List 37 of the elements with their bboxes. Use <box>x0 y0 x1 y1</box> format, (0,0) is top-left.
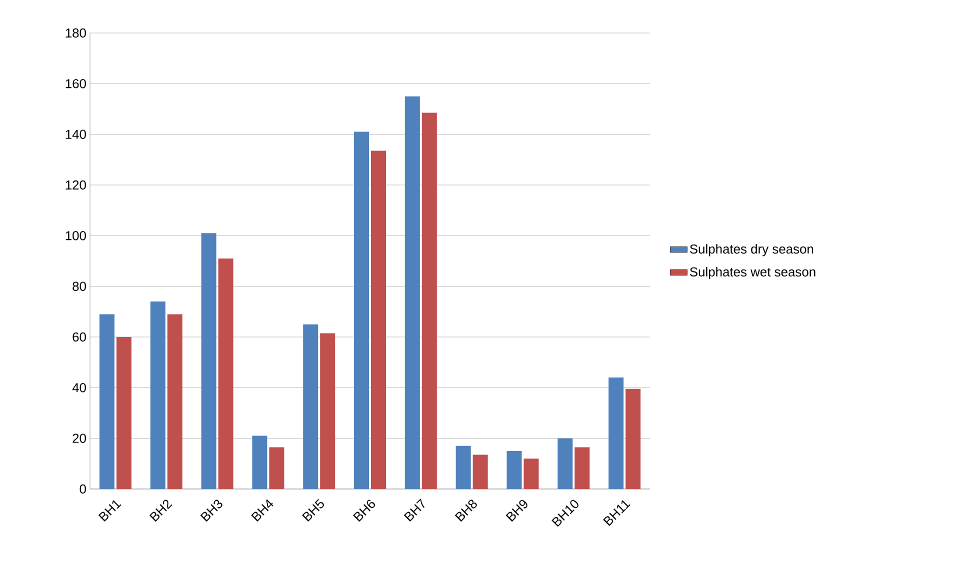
bar <box>608 378 624 489</box>
y-tick-label: 100 <box>66 231 86 240</box>
bar <box>303 324 318 489</box>
bar <box>354 132 370 489</box>
bar <box>116 336 132 489</box>
y-tick-label: 20 <box>72 434 86 443</box>
y-tick-label: 0 <box>80 484 86 494</box>
bar <box>167 314 182 489</box>
bar <box>269 447 284 489</box>
x-tick-label: BH1 <box>98 500 122 522</box>
legend-label: Sulphates dry season <box>690 244 814 256</box>
bar <box>558 438 573 489</box>
bar <box>626 388 641 489</box>
bar <box>201 233 216 489</box>
y-tick-label: 140 <box>66 130 86 139</box>
bar <box>218 258 234 489</box>
y-tick-label: 160 <box>66 79 86 88</box>
legend-label: Sulphates wet season <box>690 266 816 280</box>
bar <box>422 112 437 489</box>
y-tick-label: 180 <box>66 28 86 38</box>
bar <box>404 96 420 489</box>
bar <box>524 458 539 489</box>
y-tick-label: 60 <box>72 332 86 342</box>
bar <box>506 451 522 489</box>
bar <box>574 447 590 489</box>
y-tick-label: 120 <box>66 180 86 190</box>
x-tick-label: BH4 <box>251 499 274 522</box>
bar <box>472 454 488 489</box>
x-tick-label: BH9 <box>506 500 528 522</box>
bar <box>252 436 268 489</box>
bar <box>456 446 471 489</box>
bar <box>150 302 166 489</box>
y-tick-label: 40 <box>72 383 86 392</box>
bar <box>99 314 114 489</box>
bar <box>320 333 336 489</box>
y-tick-label: 80 <box>72 282 86 291</box>
bar <box>371 150 386 489</box>
